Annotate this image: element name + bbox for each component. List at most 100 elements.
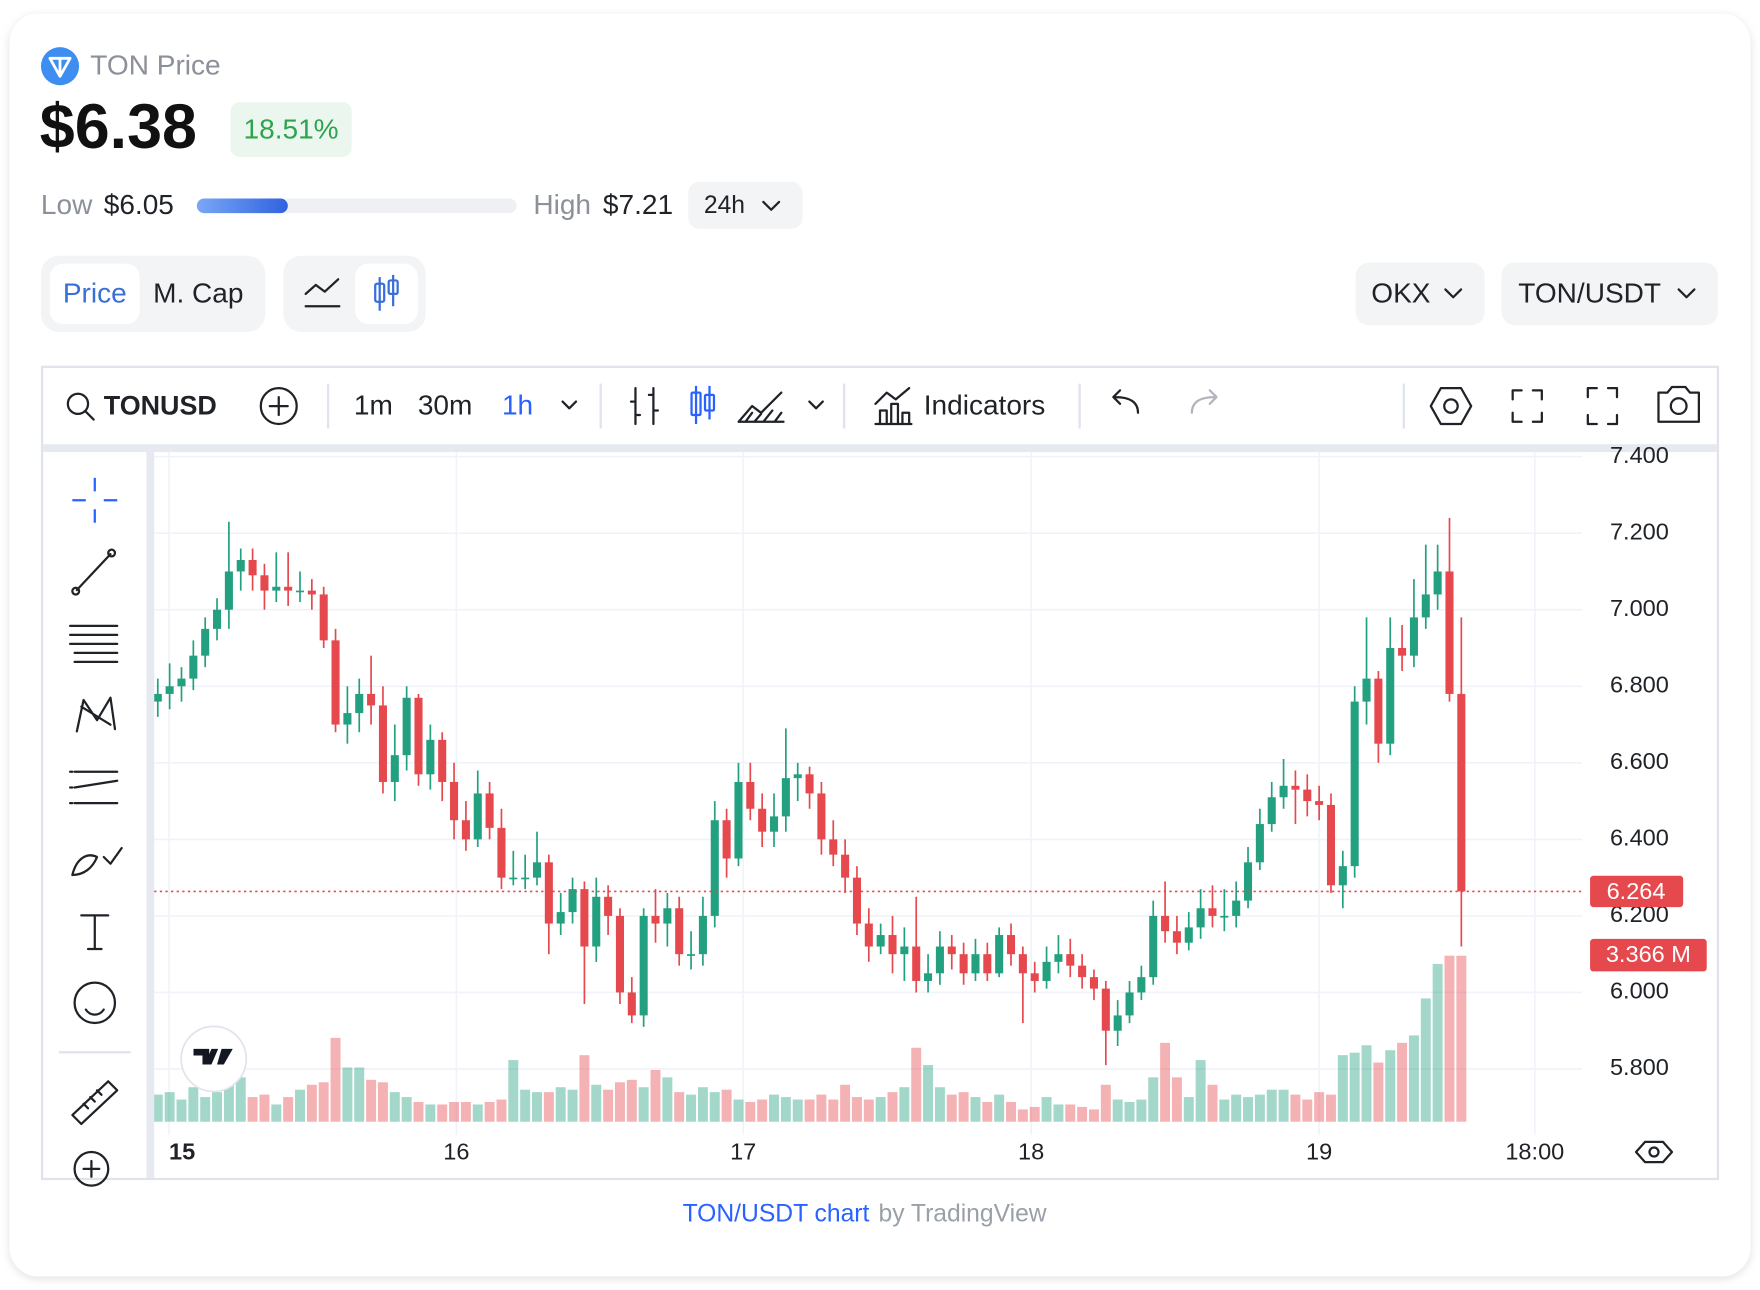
- low-value: $6.05: [104, 189, 174, 220]
- exchange[interactable]: OKX: [1371, 277, 1431, 308]
- volume-bar: [1385, 1050, 1396, 1122]
- line-chart-button[interactable]: [304, 278, 341, 308]
- text-tool[interactable]: [80, 914, 110, 951]
- volume-bar: [1302, 1099, 1313, 1122]
- zoom-plus: [82, 1159, 101, 1178]
- emoji-tool[interactable]: [73, 981, 117, 1025]
- settings-button[interactable]: [1429, 387, 1473, 426]
- exchange-pill[interactable]: [1355, 262, 1485, 326]
- candle-body: [1303, 789, 1312, 802]
- x-tick-label: 15: [169, 1138, 195, 1164]
- pattern-tool[interactable]: [75, 696, 117, 733]
- chart-type-menu[interactable]: [808, 400, 824, 410]
- candle-body: [935, 946, 944, 974]
- fit-button[interactable]: [1511, 389, 1543, 423]
- candle-body: [1220, 915, 1229, 918]
- candle-body: [971, 954, 980, 974]
- tab-price[interactable]: Price: [63, 277, 127, 308]
- tab-selected: [49, 263, 140, 325]
- candle-body: [295, 590, 305, 593]
- candle-body: [995, 935, 1004, 974]
- pair-pill[interactable]: [1501, 262, 1718, 326]
- exchange-select[interactable]: OKX: [1355, 262, 1485, 326]
- search-icon: [84, 410, 95, 421]
- chart-widget: [40, 365, 1720, 1181]
- candle-body: [461, 820, 470, 840]
- scale-settings[interactable]: [1634, 1140, 1674, 1164]
- volume-bar: [425, 1104, 436, 1122]
- indicators-icon[interactable]: [874, 387, 913, 426]
- candle-body: [1350, 701, 1359, 867]
- candle-body: [224, 571, 233, 610]
- volume-bar: [437, 1104, 448, 1122]
- candle-body: [1386, 648, 1395, 744]
- candle-body: [769, 816, 779, 832]
- candle-body: [1078, 965, 1087, 978]
- screenshot-button[interactable]: [1657, 385, 1700, 423]
- period[interactable]: 24h: [704, 192, 745, 219]
- candle-body: [1398, 648, 1407, 656]
- candle-body: [1006, 935, 1016, 955]
- candle-body: [912, 946, 921, 981]
- emoji-mouth: [84, 1008, 105, 1016]
- search-icon[interactable]: [66, 392, 90, 416]
- candle-body: [390, 755, 399, 782]
- pair-select[interactable]: TON/USDT: [1501, 262, 1718, 326]
- candle-body: [473, 793, 482, 840]
- bars-button[interactable]: [629, 387, 660, 426]
- zoom-tool[interactable]: [73, 1150, 110, 1187]
- volume-bar: [851, 1097, 862, 1122]
- candle-body: [177, 678, 186, 687]
- volume-bar: [1219, 1099, 1230, 1122]
- pair[interactable]: TON/USDT: [1518, 277, 1661, 308]
- volume-bar: [366, 1079, 377, 1122]
- interval-30m[interactable]: 30m: [418, 390, 473, 421]
- volume-bar: [318, 1082, 329, 1122]
- interval-1h[interactable]: 1h: [502, 390, 533, 421]
- redo-button[interactable]: [1190, 389, 1218, 414]
- brush-tool[interactable]: [71, 846, 123, 877]
- volume-bar: [1017, 1109, 1028, 1122]
- volume-bar: [970, 1097, 981, 1122]
- y-tick-label: 7.000: [1610, 595, 1669, 621]
- candle-body: [1066, 954, 1075, 966]
- candle-body: [450, 781, 459, 821]
- symbol[interactable]: TONUSD: [104, 390, 217, 420]
- area-button[interactable]: [737, 391, 785, 423]
- candles-button[interactable]: [690, 385, 716, 425]
- fullscreen-button[interactable]: [1586, 387, 1619, 426]
- candle-body: [201, 628, 210, 656]
- volume-bar: [472, 1104, 483, 1122]
- projection-tool[interactable]: [68, 770, 119, 805]
- y-tick-label: 5.800: [1610, 1054, 1669, 1080]
- candle-body: [568, 889, 577, 913]
- candle-body: [947, 946, 956, 955]
- candle-body: [1267, 797, 1276, 825]
- volume-bar: [1456, 955, 1467, 1122]
- period-pill[interactable]: [688, 181, 803, 229]
- trendline-tool[interactable]: [75, 553, 112, 592]
- volume-bar: [579, 1055, 590, 1122]
- settings-icon: [1443, 398, 1459, 414]
- candle-body: [1338, 866, 1347, 886]
- candle-body: [1089, 977, 1099, 989]
- fib-tool[interactable]: [68, 624, 119, 663]
- undo-button[interactable]: [1112, 389, 1140, 414]
- indicators[interactable]: Indicators: [924, 390, 1046, 421]
- interval-1m[interactable]: 1m: [354, 390, 393, 421]
- candle-body: [544, 862, 553, 924]
- period-select[interactable]: 24h: [688, 181, 803, 229]
- compare-button[interactable]: [259, 387, 298, 426]
- tab-mcap[interactable]: M. Cap: [153, 277, 243, 308]
- candle-chart-button[interactable]: [374, 274, 399, 311]
- ruler-tool[interactable]: [71, 1080, 119, 1126]
- volume-bar: [1183, 1097, 1194, 1122]
- footer-link[interactable]: TON/USDT chart: [683, 1200, 870, 1227]
- crosshair-tool[interactable]: [72, 477, 118, 523]
- plot-area: [154, 452, 1583, 1136]
- candle-body: [485, 793, 494, 828]
- interval-menu[interactable]: [561, 400, 578, 410]
- candle-body: [852, 877, 861, 924]
- volume-bar: [840, 1084, 851, 1122]
- volume-bar: [1349, 1052, 1360, 1122]
